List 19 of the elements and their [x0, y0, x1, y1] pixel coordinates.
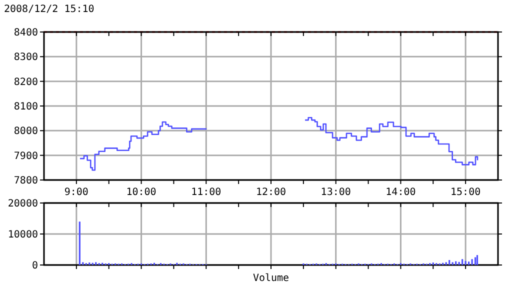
- y-tick-label: 8000: [14, 126, 38, 138]
- y-tick-label: 8200: [14, 76, 38, 88]
- x-axis-title: Volume: [252, 273, 290, 284]
- x-tick-label: 9:00: [64, 187, 88, 198]
- x-tick-label: 10:00: [126, 187, 156, 198]
- x-tick-label: 14:00: [386, 187, 416, 198]
- y-tick-label: 0: [32, 260, 38, 272]
- y-tick-label: 8300: [14, 52, 38, 64]
- y-tick-label: 7800: [14, 176, 38, 186]
- y-tick-label: 7900: [14, 150, 38, 162]
- y-tick-label: 20000: [8, 198, 38, 210]
- y-tick-label: 10000: [8, 230, 38, 240]
- x-tick-label: 12:00: [256, 187, 286, 198]
- x-tick-label: 11:00: [191, 187, 222, 198]
- chart-subtitle: 2008/12/2 15:10: [4, 4, 94, 15]
- y-tick-label: 8100: [14, 102, 38, 112]
- x-tick-label: 13:00: [320, 187, 351, 198]
- y-tick-label: 8400: [14, 28, 38, 38]
- x-tick-label: 15:00: [450, 187, 481, 198]
